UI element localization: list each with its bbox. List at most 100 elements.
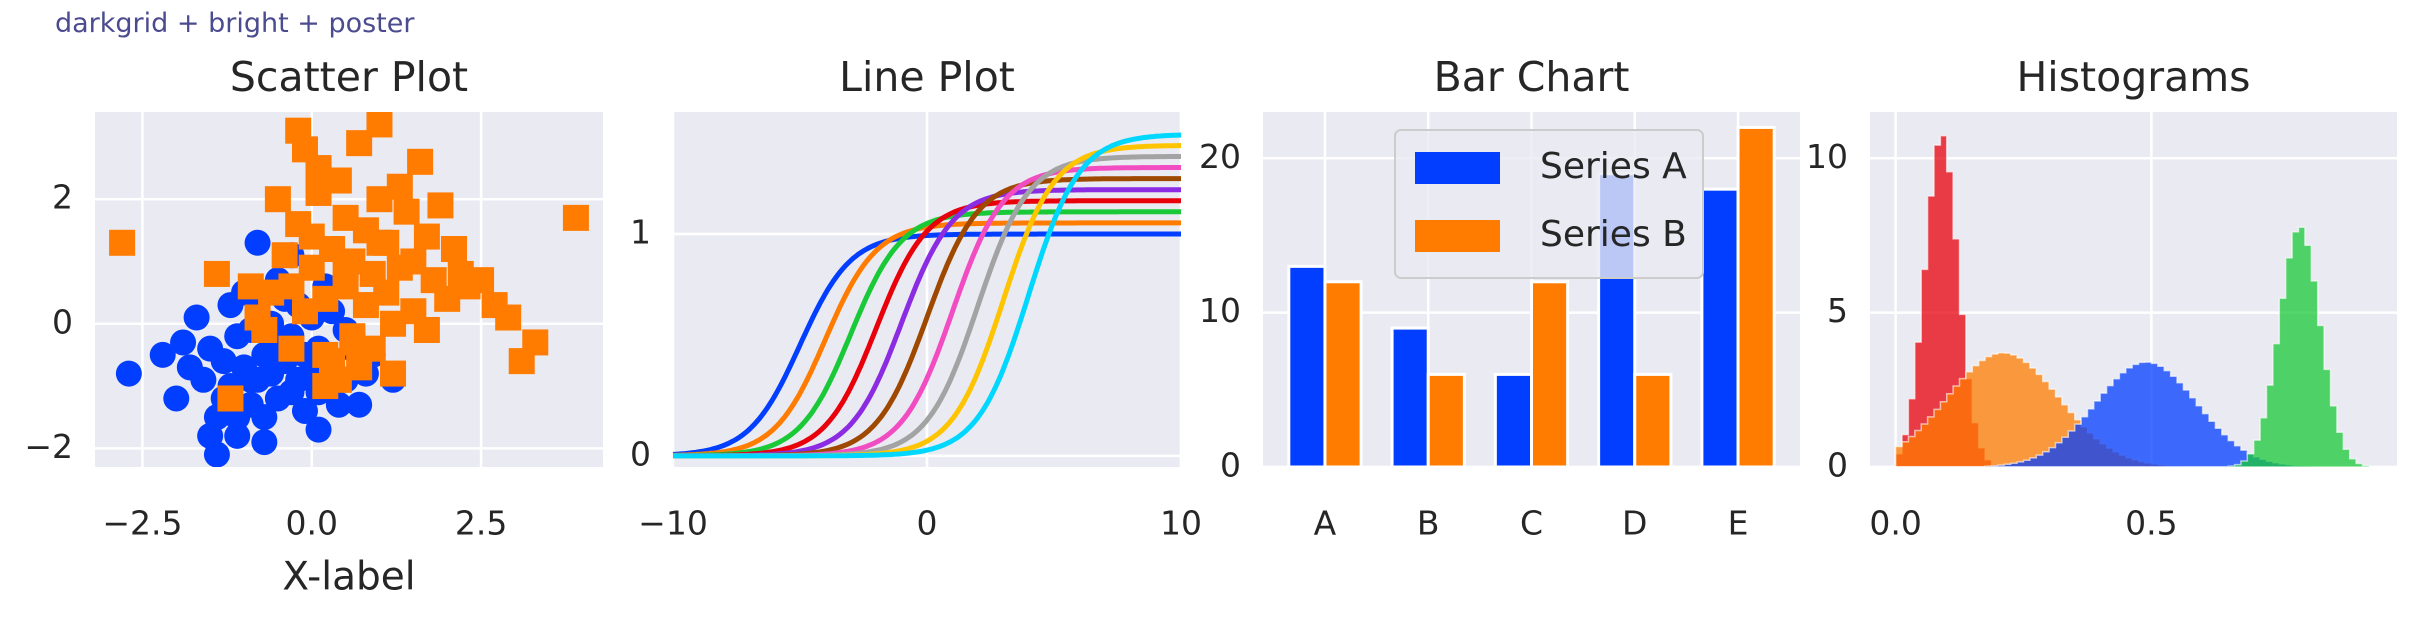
bar-panel: A B C D E 0 10 20 Bar Chart Series A Series B [1199,53,1800,543]
line-series-2 [673,220,1181,458]
hist-x-tick-label: 0.0 [1869,504,1921,543]
line-title: Line Plot [839,53,1015,101]
bar-x-tick-label: A [1314,504,1337,543]
legend-swatch-series-2 [1415,220,1500,252]
scatter-x-tick-label: 0.0 [286,504,338,543]
scatter-point-series-2 [312,373,339,400]
scatter-y-tick-label: −2 [24,427,73,466]
bar-C-series-2 [1530,280,1570,469]
bar-x-tick-label: C [1520,504,1543,543]
scatter-point-series-2 [251,316,278,343]
scatter-y-tick-label: 2 [52,178,73,217]
scatter-point-series-1 [291,397,318,424]
scatter-point-series-2 [109,229,136,256]
scatter-point-series-1 [251,429,278,456]
scatter-point-series-2 [495,304,522,331]
scatter-y-tick-label: 0 [52,302,73,341]
scatter-point-series-2 [386,173,413,200]
scatter-point-series-1 [224,422,251,449]
scatter-panel: −2.5 0.0 2.5 −2 0 2 Scatter Plot X-label [24,53,603,600]
scatter-point-series-2 [366,229,393,256]
legend-label-series-2: Series B [1540,214,1687,255]
scatter-point-series-1 [115,360,142,387]
scatter-point-series-2 [278,335,305,362]
line-x-tick-label: −10 [638,504,708,543]
scatter-point-series-1 [305,416,332,443]
scatter-point-series-1 [244,229,271,256]
scatter-point-series-2 [237,273,264,300]
bar-x-tick-label: D [1622,504,1647,543]
scatter-point-series-2 [366,112,393,138]
legend-label-series-1: Series A [1540,146,1687,187]
scatter-point-series-2 [380,360,407,387]
scatter-point-series-2 [393,198,420,225]
bar-x-tick-label: B [1417,504,1440,543]
line-series-3 [673,209,1181,459]
legend-swatch-series-1 [1415,152,1500,184]
bar-x-tick-label: E [1728,504,1749,543]
bar-D-series-2 [1633,372,1673,469]
scatter-point-series-1 [251,404,278,431]
bar-A-series-2 [1323,280,1363,469]
bar-title: Bar Chart [1434,53,1630,101]
scatter-x-tick-label: 2.5 [455,504,507,543]
hist-y-tick-label: 5 [1827,291,1848,330]
scatter-point-series-2 [562,204,589,231]
scatter-point-series-2 [522,329,549,356]
scatter-x-tick-label: −2.5 [102,504,182,543]
scatter-point-series-1 [237,366,264,393]
scatter-point-series-2 [285,211,312,238]
scatter-points [109,112,589,467]
scatter-title: Scatter Plot [230,53,468,101]
scatter-point-series-2 [468,267,495,294]
scatter-point-series-2 [271,242,298,269]
scatter-point-series-2 [203,260,230,287]
bar-E-series-2 [1736,125,1776,469]
bar-B-series-2 [1426,372,1466,469]
hist-title: Histograms [2016,53,2250,101]
scatter-point-series-1 [183,304,210,331]
line-x-tick-label: 10 [1160,504,1202,543]
line-series-10 [673,132,1182,459]
scatter-point-series-1 [170,329,197,356]
scatter-point-series-2 [305,155,332,182]
bar-y-tick-label: 0 [1220,446,1241,485]
scatter-point-series-1 [346,391,373,418]
line-x-tick-label: 0 [917,504,938,543]
scatter-point-series-1 [190,366,217,393]
bar-B-series-1 [1390,326,1430,469]
scatter-point-series-2 [319,348,346,375]
bar-y-tick-label: 10 [1199,291,1241,330]
scatter-point-series-1 [163,385,190,412]
bar-legend: Series A Series B [1394,129,1704,279]
scatter-point-series-2 [440,236,467,263]
scatter-x-axis-label: X-label [282,555,415,600]
scatter-point-series-1 [197,422,224,449]
scatter-point-series-2 [427,192,454,219]
scatter-point-series-2 [217,385,244,412]
hist-y-tick-label: 0 [1827,446,1848,485]
scatter-point-series-2 [346,354,373,381]
bar-y-tick-label: 20 [1199,137,1241,176]
bar-A-series-1 [1287,264,1327,469]
hist-x-tick-label: 0.5 [2125,504,2177,543]
histogram-series-4 [1895,226,2388,468]
scatter-point-series-2 [373,279,400,306]
scatter-point-series-2 [264,186,291,213]
scatter-point-series-1 [210,348,237,375]
scatter-point-series-1 [149,341,176,368]
bar-E-series-1 [1700,187,1740,469]
bar-C-series-1 [1493,372,1533,469]
line-panel: −10 0 10 0 1 Line Plot [630,53,1202,543]
line-y-tick-label: 1 [630,213,651,252]
histogram-panel: 0.0 0.5 0 5 10 Histograms [1806,53,2397,543]
figure-title: darkgrid + bright + poster [55,8,415,39]
scatter-point-series-2 [407,148,434,175]
hist-y-tick-label: 10 [1806,137,1848,176]
scatter-point-series-2 [413,316,440,343]
scatter-point-series-2 [413,223,440,250]
scatter-point-series-2 [332,254,359,281]
scatter-point-series-2 [380,310,407,337]
line-y-tick-label: 0 [630,434,651,473]
